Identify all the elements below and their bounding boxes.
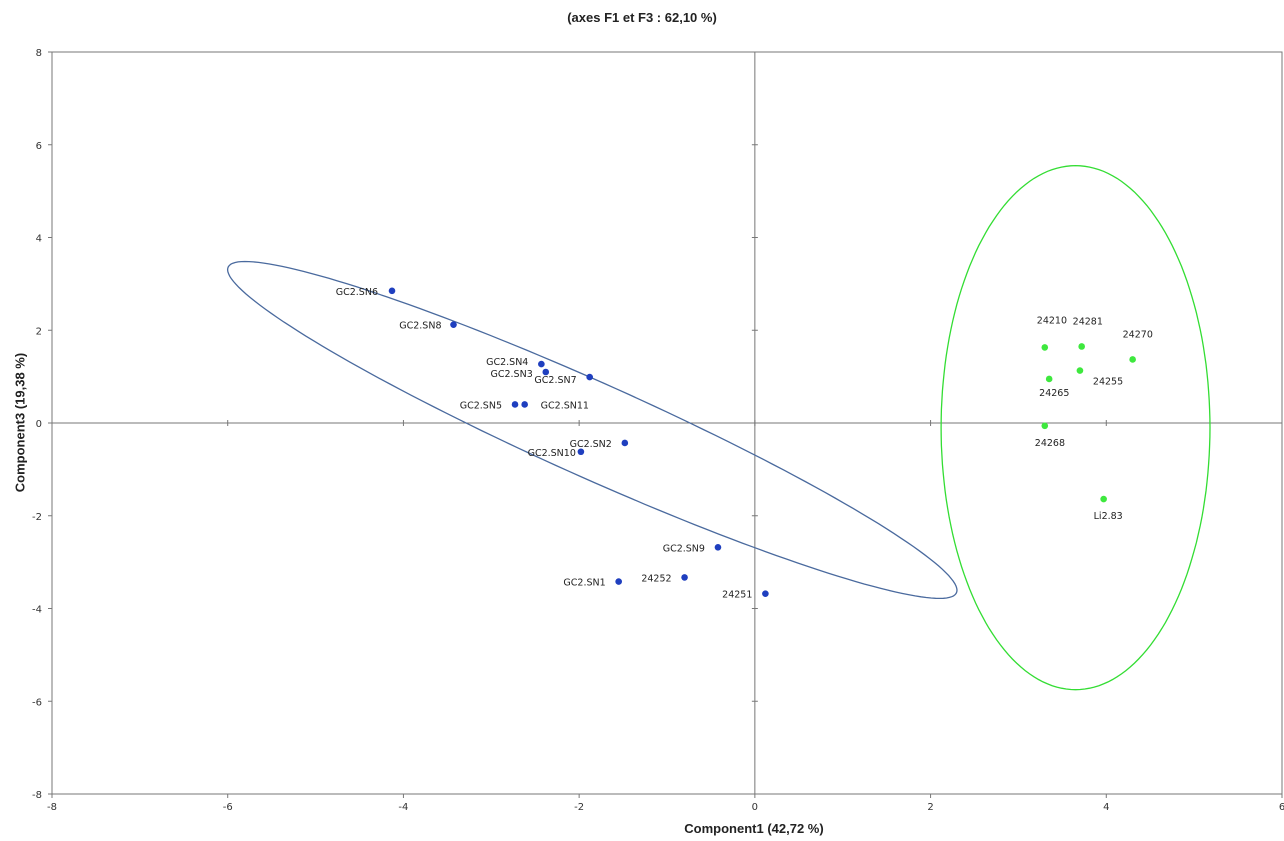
point-label: GC2.SN7 [534,375,576,386]
point-label: 24270 [1123,329,1153,340]
data-point [621,439,629,447]
chart-title: (axes F1 et F3 : 62,10 %) [567,10,717,25]
x-tick-label: 0 [752,802,758,813]
data-point [388,287,396,295]
y-tick-label: -8 [32,790,42,801]
point-label: 24210 [1037,315,1067,326]
data-point [681,574,688,581]
point-label: 24255 [1093,377,1123,388]
data-point [1129,356,1136,363]
y-tick-label: 6 [36,141,42,152]
data-point [714,543,722,551]
y-tick-label: 0 [36,419,42,430]
data-point [538,360,545,368]
point-label: 24265 [1039,388,1069,399]
y-tick-label: 8 [36,48,42,59]
point-label: GC2.SN2 [570,439,612,450]
y-tick-label: -6 [32,697,42,708]
point-label: Li2.83 [1094,511,1123,522]
x-tick-label: -6 [223,802,233,813]
point-label: GC2.SN10 [528,448,576,459]
ellipse-layer [226,164,1211,691]
point-label: 24251 [722,590,752,601]
x-tick-label: 6 [1279,802,1284,813]
data-point [586,373,593,381]
y-tick-label: -4 [32,605,42,616]
data-point [1045,375,1053,383]
x-tick-label: -2 [574,802,584,813]
y-tick-label: -2 [32,512,42,523]
data-point [762,590,769,597]
confidence-ellipse [940,164,1211,691]
point-label: 24268 [1035,438,1065,449]
point-label: GC2.SN11 [541,400,589,411]
point-label: GC2.SN9 [663,543,705,554]
point-label: GC2.SN5 [460,400,502,411]
data-point [521,401,528,408]
confidence-ellipse [226,260,958,600]
x-tick-label: 2 [927,802,933,813]
point-label: GC2.SN4 [486,357,528,368]
data-point [1078,343,1085,350]
x-tick-label: -8 [47,802,57,813]
point-label: 24252 [641,573,671,584]
x-tick-label: 4 [1103,802,1109,813]
point-label: GC2.SN8 [399,321,441,332]
data-point [1041,422,1049,430]
point-label: GC2.SN6 [336,287,378,298]
point-label: 24281 [1073,316,1103,327]
y-axis-label: Component3 (19,38 %) [12,352,28,493]
data-point [542,368,550,376]
data-point [450,321,457,328]
data-point [1100,495,1107,503]
data-point [511,401,519,408]
point-label: GC2.SN3 [491,369,533,380]
data-point [577,448,585,456]
x-axis-label: Component1 (42,72 %) [684,821,824,836]
y-tick-label: 4 [36,234,42,245]
point-label: GC2.SN1 [563,578,605,589]
data-point [1076,367,1084,374]
y-tick-label: 2 [36,326,42,337]
data-point [1041,344,1049,351]
x-tick-label: -4 [398,802,408,813]
data-point [615,578,622,585]
axes-layer: -8 -6 -4 -2 0 2 4 6 -8 -6 -4 -2 0 2 4 6 8 [32,48,1284,813]
